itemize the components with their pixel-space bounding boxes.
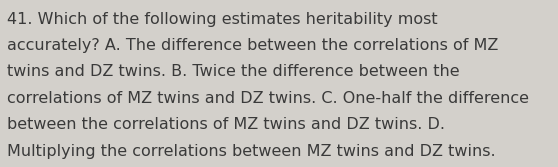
Text: Multiplying the correlations between MZ twins and DZ twins.: Multiplying the correlations between MZ … <box>7 144 496 159</box>
Text: twins and DZ twins. B. Twice the difference between the: twins and DZ twins. B. Twice the differe… <box>7 64 460 79</box>
Text: accurately? A. The difference between the correlations of MZ: accurately? A. The difference between th… <box>7 38 499 53</box>
Text: correlations of MZ twins and DZ twins. C. One-half the difference: correlations of MZ twins and DZ twins. C… <box>7 91 529 106</box>
Text: 41. Which of the following estimates heritability most: 41. Which of the following estimates her… <box>7 12 438 27</box>
Text: between the correlations of MZ twins and DZ twins. D.: between the correlations of MZ twins and… <box>7 117 445 132</box>
